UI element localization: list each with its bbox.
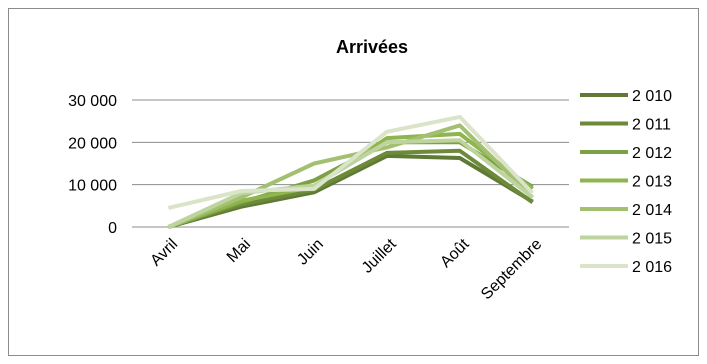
x-tick-label: Septembre [478, 236, 545, 303]
x-tick-label: Avril [147, 236, 181, 270]
series-line [167, 153, 534, 229]
y-tick-label: 10 000 [68, 178, 117, 195]
legend: 2 010 2 011 2 012 2 013 2 014 2 015 2 016 [580, 88, 672, 276]
x-tick-label: Juin [294, 236, 327, 269]
legend-label: 2 014 [632, 202, 672, 219]
y-tick-label: 30 000 [68, 93, 117, 110]
legend-label: 2 011 [632, 117, 671, 134]
series-lines [167, 114, 535, 229]
y-tick-label: 0 [108, 220, 117, 237]
series-line [167, 123, 535, 229]
x-tick-label: Juillet [359, 235, 400, 276]
legend-label: 2 016 [632, 259, 672, 276]
chart-title: Arrivées [336, 37, 408, 57]
series-line [167, 114, 535, 210]
legend-label: 2 015 [632, 231, 672, 248]
x-tick-label: Mai [224, 236, 254, 266]
chart-frame: Arrivées 0 10 000 20 000 30 000 Avril Mai Juin… [8, 8, 699, 356]
series-line [167, 138, 534, 229]
y-tick-label: 20 000 [68, 135, 117, 152]
legend-label: 2 013 [632, 174, 672, 191]
legend-label: 2 012 [632, 145, 672, 162]
legend-label: 2 010 [632, 88, 672, 105]
x-tick-label: Août [437, 235, 473, 271]
gridlines [132, 99, 569, 186]
line-chart: Arrivées 0 10 000 20 000 30 000 Avril Mai Juin… [68, 37, 672, 303]
axes: 0 10 000 20 000 30 000 Avril Mai Juin Juillet Ao… [68, 93, 569, 303]
